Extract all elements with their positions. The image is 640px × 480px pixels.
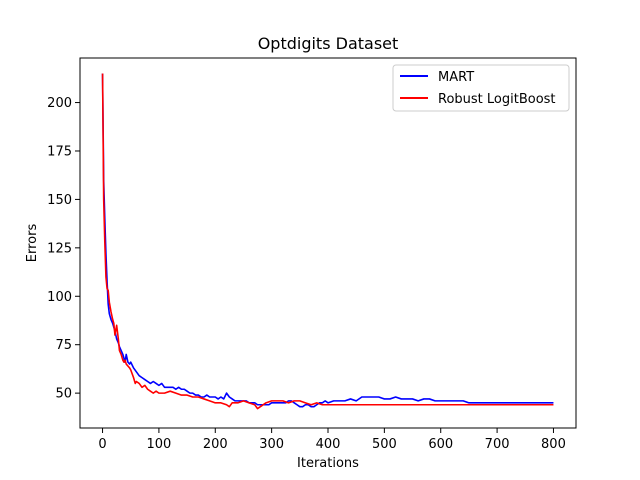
x-tick-label: 300 (259, 437, 284, 452)
plot-area (101, 73, 554, 410)
x-tick-label: 700 (485, 437, 510, 452)
y-axis-label: Errors (25, 224, 40, 263)
y-tick-label: 175 (47, 144, 72, 159)
x-tick-label: 100 (146, 437, 171, 452)
legend-label-mart: MART (438, 70, 474, 85)
y-tick-label: 50 (55, 387, 72, 402)
y-tick-label: 100 (47, 290, 72, 305)
x-axis: 0 100 200 300 400 500 600 700 800 (98, 428, 566, 452)
x-axis-label: Iterations (297, 456, 359, 471)
y-tick-label: 150 (47, 193, 72, 208)
legend-label-robust-logitboost: Robust LogitBoost (438, 92, 556, 107)
x-tick-label: 800 (541, 437, 566, 452)
legend: MART Robust LogitBoost (392, 64, 570, 112)
x-tick-label: 200 (203, 437, 228, 452)
y-tick-label: 75 (55, 338, 72, 353)
series-line-robust-logitboost (101, 73, 554, 410)
x-tick-label: 400 (316, 437, 341, 452)
y-axis: 50 75 100 125 150 175 200 (47, 96, 80, 402)
y-tick-label: 125 (47, 241, 72, 256)
y-tick-label: 200 (47, 96, 72, 111)
chart-title: Optdigits Dataset (258, 34, 399, 53)
series-line-mart (101, 73, 554, 408)
x-tick-label: 600 (428, 437, 453, 452)
x-tick-label: 0 (98, 437, 106, 452)
x-tick-label: 500 (372, 437, 397, 452)
legend-box (392, 64, 570, 112)
